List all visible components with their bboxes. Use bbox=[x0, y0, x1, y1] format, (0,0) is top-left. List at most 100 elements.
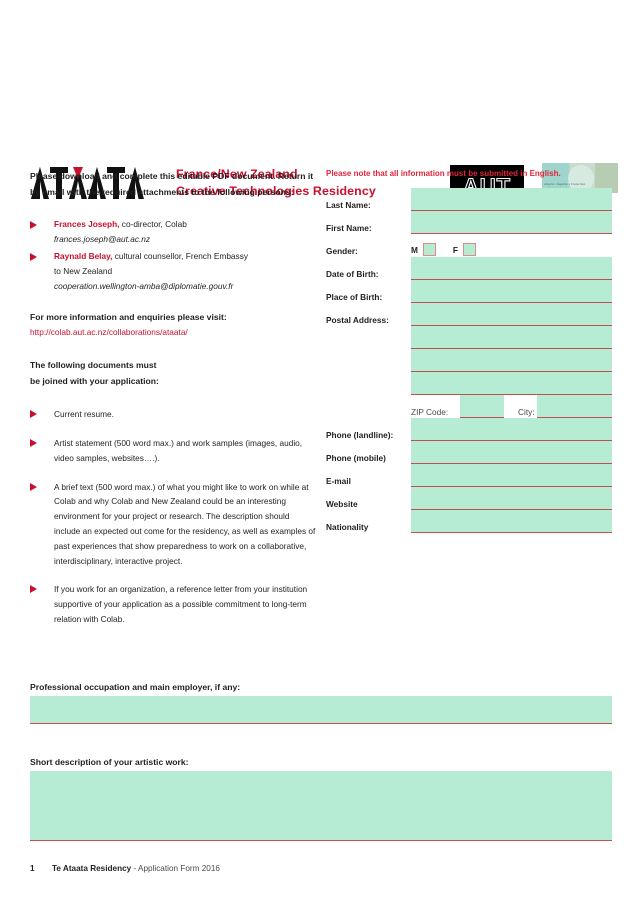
document-requirement-text: Artist statement (500 word max.) and wor… bbox=[54, 438, 303, 463]
contact-role-text: cultural counsellor, French Embassy bbox=[112, 251, 248, 262]
phone-landline-label: Phone (landline): bbox=[326, 430, 394, 440]
gender-label: Gender: bbox=[326, 246, 358, 256]
contact-email[interactable]: frances.joseph@aut.ac.nz bbox=[54, 233, 151, 244]
website-label: Website bbox=[326, 499, 358, 509]
last-name-input[interactable] bbox=[411, 188, 612, 211]
ataata-logo bbox=[30, 166, 160, 200]
postal-address-input-line-2[interactable] bbox=[411, 326, 612, 349]
triangle-bullet-icon bbox=[30, 220, 37, 229]
professional-occupation-input[interactable] bbox=[30, 696, 612, 724]
place-of-birth-input[interactable] bbox=[411, 280, 612, 303]
footer-subtitle: - Application Form 2016 bbox=[131, 864, 220, 873]
title-line-2: Creative Technologies Residency bbox=[176, 183, 376, 198]
documents-heading: The following documents must be joined w… bbox=[30, 358, 318, 389]
phone-mobile-label: Phone (mobile) bbox=[326, 453, 386, 463]
city-label: City: bbox=[518, 407, 535, 417]
document-requirement-text: Current resume. bbox=[54, 409, 114, 420]
professional-occupation-section: Professional occupation and main employe… bbox=[30, 682, 612, 724]
documents-heading-line-1: The following documents must bbox=[30, 360, 157, 371]
document-requirement-item: If you work for an organization, a refer… bbox=[30, 582, 318, 626]
date-of-birth-label: Date of Birth: bbox=[326, 269, 379, 279]
artistic-work-input[interactable] bbox=[30, 771, 612, 841]
nationality-input[interactable] bbox=[411, 510, 612, 533]
first-name-input[interactable] bbox=[411, 211, 612, 234]
last-name-label: Last Name: bbox=[326, 200, 371, 210]
gender-female-label: F bbox=[452, 244, 458, 255]
french-motto: Liberté • Égalité • Fraternité bbox=[544, 182, 586, 186]
page-header: France/New Zealand Creative Technologies… bbox=[0, 78, 640, 211]
nationality-label: Nationality bbox=[326, 522, 369, 532]
gender-male-label: M bbox=[411, 244, 418, 255]
triangle-bullet-icon bbox=[30, 439, 37, 448]
documents-heading-line-2: be joined with your application: bbox=[30, 375, 159, 386]
field-row-date-of-birth: Date of Birth: bbox=[326, 257, 612, 280]
zip-code-input[interactable] bbox=[460, 395, 504, 418]
field-row-zip-city: ZIP Code: City: bbox=[326, 395, 612, 418]
field-row-postal-address-3 bbox=[326, 349, 612, 372]
title-line-1: France/New Zealand bbox=[176, 167, 298, 181]
lead-paragraph: Please download and complete this editab… bbox=[30, 171, 314, 198]
triangle-bullet-icon bbox=[30, 410, 37, 419]
more-info-heading: For more information and enquiries pleas… bbox=[30, 311, 227, 322]
field-row-postal-address-2 bbox=[326, 326, 612, 349]
field-row-last-name: Last Name: bbox=[326, 188, 612, 211]
contact-name-text: Frances Joseph, bbox=[54, 218, 120, 229]
triangle-bullet-icon bbox=[30, 482, 37, 491]
field-row-postal-address-4 bbox=[326, 372, 612, 395]
gender-female-checkbox[interactable] bbox=[463, 243, 476, 256]
phone-mobile-input[interactable] bbox=[411, 441, 612, 464]
document-requirement-item: A brief text (500 word max.) of what you… bbox=[30, 480, 318, 569]
footer-title: Te Ataata Residency bbox=[52, 864, 132, 873]
field-row-place-of-birth: Place of Birth: bbox=[326, 280, 612, 303]
document-requirement-text: If you work for an organization, a refer… bbox=[54, 584, 308, 625]
postal-address-input-line-4[interactable] bbox=[411, 372, 612, 395]
marianne-face-icon bbox=[568, 165, 594, 191]
field-row-gender: Gender: M F bbox=[326, 234, 612, 257]
contact-role-text: co-director, Colab bbox=[119, 218, 187, 229]
zip-code-label: ZIP Code: bbox=[411, 407, 449, 417]
applicant-details-form: Please note that all information must be… bbox=[326, 168, 612, 533]
postal-address-input-line-1[interactable] bbox=[411, 303, 612, 326]
field-row-phone-landline: Phone (landline): bbox=[326, 418, 612, 441]
field-row-website: Website bbox=[326, 487, 612, 510]
instructions-column: Please download and complete this editab… bbox=[30, 168, 318, 627]
field-row-postal-address: Postal Address: bbox=[326, 303, 612, 326]
website-input[interactable] bbox=[411, 487, 612, 510]
document-requirement-text: A brief text (500 word max.) of what you… bbox=[54, 481, 316, 566]
contact-name-text: Raynald Belay, bbox=[54, 251, 113, 262]
city-input[interactable] bbox=[537, 395, 612, 418]
postal-address-input-line-3[interactable] bbox=[411, 349, 612, 372]
gender-options: M F bbox=[411, 243, 476, 256]
contact-email[interactable]: cooperation.wellington-amba@diplomatie.g… bbox=[54, 281, 234, 291]
professional-occupation-heading: Professional occupation and main employe… bbox=[30, 682, 241, 692]
email-input[interactable] bbox=[411, 464, 612, 487]
contact-name: Frances Joseph, co-director, Colab bbox=[54, 217, 318, 232]
contact-item: Raynald Belay, cultural counsellor, Fren… bbox=[30, 249, 318, 293]
colab-website-link[interactable]: http://colab.aut.ac.nz/collaborations/at… bbox=[30, 327, 188, 338]
gender-male-checkbox[interactable] bbox=[422, 243, 436, 256]
contact-subline: to New Zealand bbox=[54, 266, 113, 277]
field-row-nationality: Nationality bbox=[326, 510, 612, 533]
field-row-first-name: First Name: bbox=[326, 211, 612, 234]
place-of-birth-label: Place of Birth: bbox=[326, 292, 383, 302]
triangle-bullet-icon bbox=[30, 585, 37, 594]
contact-name: Raynald Belay, cultural counsellor, Fren… bbox=[54, 249, 318, 264]
field-row-phone-mobile: Phone (mobile) bbox=[326, 441, 612, 464]
document-requirement-item: Current resume. bbox=[30, 407, 318, 422]
date-of-birth-input[interactable] bbox=[411, 257, 612, 280]
phone-landline-input[interactable] bbox=[411, 418, 612, 441]
first-name-label: First Name: bbox=[326, 223, 372, 233]
document-requirement-item: Artist statement (500 word max.) and wor… bbox=[30, 436, 318, 466]
contact-item: Frances Joseph, co-director, Colab franc… bbox=[30, 217, 318, 247]
triangle-bullet-icon bbox=[30, 253, 37, 262]
field-row-email: E-mail bbox=[326, 464, 612, 487]
english-notice: Please note that all information must be… bbox=[326, 169, 561, 178]
postal-address-label: Postal Address: bbox=[326, 315, 389, 325]
page-number: 1 bbox=[30, 864, 35, 873]
email-label: E-mail bbox=[326, 476, 351, 486]
artistic-work-section: Short description of your artistic work: bbox=[30, 757, 612, 841]
artistic-work-heading: Short description of your artistic work: bbox=[30, 757, 189, 767]
page-footer: 1 Te Ataata Residency - Application Form … bbox=[30, 864, 612, 873]
page-title: France/New Zealand Creative Technologies… bbox=[176, 166, 426, 199]
